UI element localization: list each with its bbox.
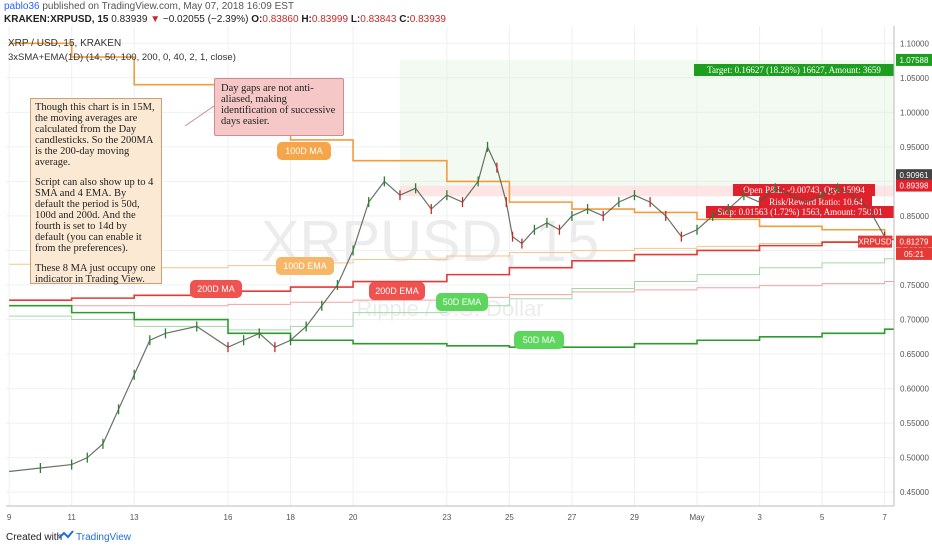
bubble-100d-ma[interactable]: 100D MA [277,142,331,160]
footer: Created with TradingView [0,524,932,550]
y-tick-label: 1.00000 [900,108,929,117]
target-price-tag-box [896,53,932,66]
stop-zone [399,185,894,197]
ma-line-100d-ma [9,42,894,238]
x-tick-label: 11 [68,513,77,522]
open-value: 0.83860 [262,14,299,25]
legend-symbol: XRP / USD, 15, KRAKEN [8,38,122,49]
stop-label-box [706,206,894,218]
bubble-50d-ma[interactable]: 50D MA [514,331,564,349]
x-tick-label: 20 [349,513,358,522]
target-zone [399,59,894,186]
price-chart[interactable]: XRPUSD, 15 Ripple / U.S. Dollar Target: … [0,26,932,524]
high-label: H: [301,14,312,25]
entry-price-tag-box [896,179,932,192]
x-tick-label: 27 [567,513,576,522]
legend-indicator[interactable]: 3xSMA+EMA(1D) (14, 50, 100, 200, 0, 40, … [8,52,236,63]
y-tick-label: 0.60000 [900,385,929,394]
ma-line-200d-ema [9,281,894,307]
note-pointer-line [184,105,215,127]
change-text: −0.02055 (−2.39%) [162,14,249,25]
upper-price-tag-box [896,169,932,182]
chart-header: pablo36 published on TradingView.com, Ma… [0,0,932,26]
symbol-line: KRAKEN:XRPUSD, 15 [4,14,109,25]
ma-line-200d-ma [9,238,894,301]
symbol-tag-box [858,235,892,248]
explanation-note[interactable]: Though this chart is in 15M, the moving … [30,98,162,285]
x-tick-label: May [689,513,704,522]
pnl-label-box [733,184,875,196]
ma-line-50d-ema [9,258,894,331]
author-link[interactable]: pablo36 [4,1,40,12]
note-paragraph-3: These 8 MA just occupy one indicator in … [35,263,156,285]
x-tick-label: 25 [505,513,514,522]
last-price-tag: 0.81279 [900,238,929,247]
rr-label: Risk/Reward Ratio: 10.64 [769,197,863,207]
y-tick-label: 0.55000 [900,419,929,428]
pnl-label: Open P&L: -0.00743, Qty: 15994 [743,185,865,195]
created-with-label: Created with [6,532,63,543]
x-tick-label: 7 [882,513,887,522]
low-label: L: [350,14,361,25]
close-label: C: [399,14,410,25]
published-text: published on TradingView.com, May 07, 20… [42,1,295,12]
note-paragraph-1: Though this chart is in 15M, the moving … [35,102,155,168]
countdown-tag: 05:21 [904,250,925,259]
countdown-tag-box [896,247,932,260]
symbol-tag: XRPUSD [858,238,892,247]
ma-line-50d-ma [9,304,894,348]
entry-price-tag: 0.89398 [900,182,929,191]
y-tick-label: 0.50000 [900,454,929,463]
publish-line: pablo36 published on TradingView.com, Ma… [4,1,294,12]
last-price-tag-box [896,235,932,248]
target-label: Target: 0.16627 (18.28%) 16627, Amount: … [707,65,881,75]
x-tick-label: 5 [820,513,825,522]
x-tick-label: 18 [286,513,295,522]
x-tick-label: 23 [442,513,451,522]
stop-label: Stop: 0.01563 (1.72%) 1563, Amount: 750.… [717,207,882,217]
bubble-100d-ema[interactable]: 100D EMA [276,257,334,275]
bubble-50d-ema[interactable]: 50D EMA [436,293,488,311]
x-tick-label: 3 [757,513,762,522]
chart-area[interactable]: XRPUSD, 15 Ripple / U.S. Dollar Target: … [0,26,932,524]
y-tick-label: 0.95000 [900,143,929,152]
close-value: 0.83939 [409,14,446,25]
target-price-tag: 1.07588 [900,56,929,65]
tradingview-logo-icon [58,530,74,539]
high-value: 0.83999 [311,14,349,25]
symbol-ohlc-line: KRAKEN:XRPUSD, 15 0.83939 ▼ −0.02055 (−2… [4,14,446,25]
x-tick-label: 13 [130,513,139,522]
y-tick-label: 1.05000 [900,74,929,83]
open-label: O: [251,14,263,25]
target-label-box [694,64,894,76]
bubble-200d-ma[interactable]: 200D MA [190,280,242,298]
y-tick-label: 1.10000 [900,39,929,48]
low-value: 0.83843 [360,14,397,25]
rr-label-box [760,196,872,208]
y-tick-label: 0.45000 [900,488,929,497]
y-tick-label: 0.70000 [900,316,929,325]
price-line [9,145,886,473]
ma-line-100d-ema [9,238,894,269]
down-triangle-icon: ▼ [150,14,161,25]
gap-note[interactable]: Day gaps are not anti-aliased, making id… [214,78,344,136]
last-price: 0.83939 [111,14,148,25]
note-paragraph-2: Script can also show up to 4 SMA and 4 E… [35,177,154,254]
x-tick-label: 9 [7,513,12,522]
bubble-200d-ema[interactable]: 200D EMA [369,282,425,300]
x-tick-label: 16 [224,513,233,522]
tradingview-brand[interactable]: TradingView [76,532,132,543]
upper-price-tag: 0.90961 [900,171,929,180]
x-tick-label: 29 [630,513,639,522]
y-tick-label: 0.85000 [900,212,929,221]
y-tick-label: 0.75000 [900,281,929,290]
y-tick-label: 0.65000 [900,350,929,359]
